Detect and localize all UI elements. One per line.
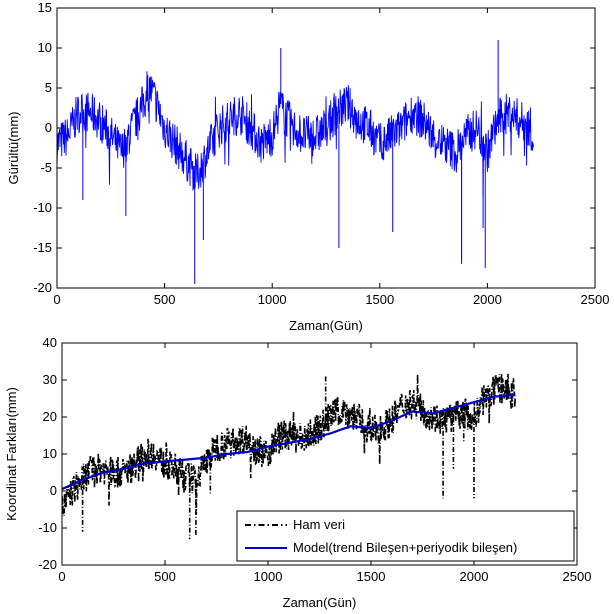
- y-tick-label: 5: [45, 80, 52, 95]
- x-tick-label: 2000: [473, 292, 502, 307]
- y-tick-label: -20: [33, 280, 52, 295]
- legend-box: [236, 510, 575, 562]
- x-tick-label: 1500: [365, 292, 394, 307]
- y-axis-label: Gürültü(mm): [6, 112, 21, 185]
- coordinate-difference-plot: 0 500 1000 1500 2000 2500 -20 -10 0 10 20 30 40 Zaman…: [4, 335, 591, 610]
- y-tick-label: 15: [38, 0, 52, 15]
- y-tick-label: 10: [43, 446, 57, 461]
- y-axis-label: Koordinat Farkları(mm): [4, 387, 19, 521]
- x-tick-label: 1500: [357, 569, 386, 584]
- y-tick-label: 20: [43, 409, 57, 424]
- plot-area: [57, 40, 534, 284]
- y-tick-label: 0: [45, 120, 52, 135]
- x-tick-label: 1000: [254, 569, 283, 584]
- x-tick-label: 500: [154, 292, 176, 307]
- axes-frame: [56, 7, 596, 289]
- plot-area: [62, 373, 516, 540]
- y-tick-label: -10: [38, 520, 57, 535]
- x-tick-label: 0: [58, 569, 65, 584]
- series-noise-line: [57, 71, 534, 198]
- noise-plot: 0 500 1000 1500 2000 2500 -20 -15 -10 -5 0 5 10 15 Zam…: [6, 0, 609, 333]
- x-tick-label: 2500: [563, 569, 592, 584]
- x-tick-label: 1000: [258, 292, 287, 307]
- x-tick-label: 500: [154, 569, 176, 584]
- legend-label-0: Ham veri: [293, 517, 345, 532]
- legend-label-1: Model(trend Bileşen+periyodik bileşen): [293, 540, 517, 555]
- y-tick-label: -20: [38, 557, 57, 572]
- x-axis-label: Zaman(Gün): [283, 595, 357, 610]
- series-ham-veri-line: [62, 373, 516, 517]
- y-tick-label: -15: [33, 240, 52, 255]
- x-axis-label: Zaman(Gün): [289, 318, 363, 333]
- y-tick-label: 30: [43, 372, 57, 387]
- y-tick-label: 40: [43, 335, 57, 350]
- x-tick-label: 2000: [460, 569, 489, 584]
- series-model-line: [62, 393, 516, 491]
- x-tick-label: 0: [53, 292, 60, 307]
- y-tick-label: -5: [40, 160, 52, 175]
- x-tick-label: 2500: [581, 292, 610, 307]
- y-tick-label: 0: [50, 483, 57, 498]
- y-tick-label: -10: [33, 200, 52, 215]
- y-tick-label: 10: [38, 40, 52, 55]
